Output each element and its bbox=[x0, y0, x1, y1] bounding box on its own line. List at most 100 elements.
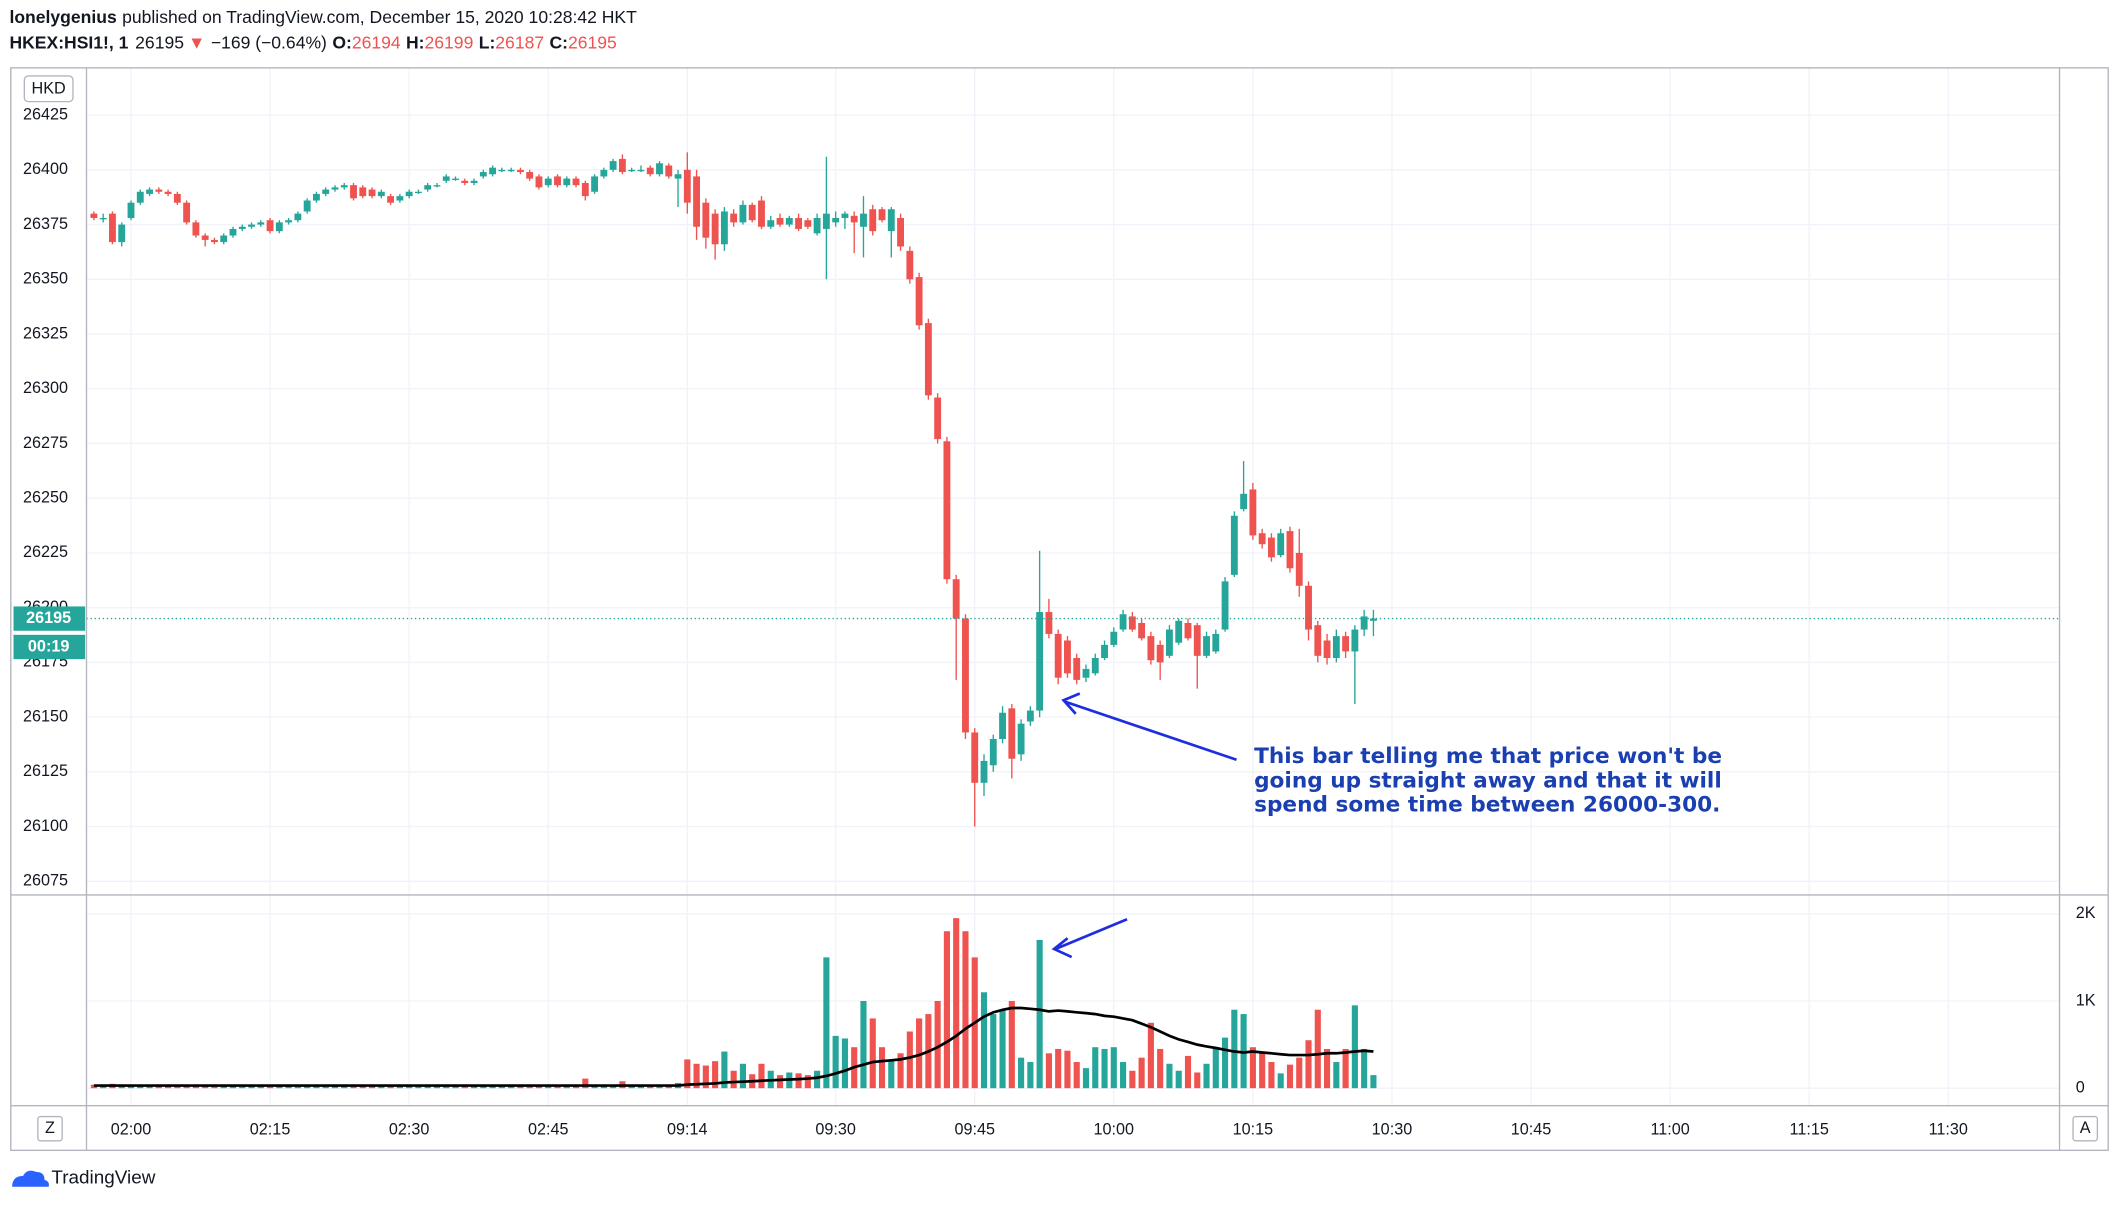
volume-bar bbox=[1129, 1070, 1136, 1089]
candle-body bbox=[303, 200, 311, 212]
candle-body bbox=[600, 169, 608, 177]
marks: 26195 00:19 bbox=[13, 152, 2060, 1089]
candle-body bbox=[628, 169, 636, 172]
x-tick-label: 10:00 bbox=[1094, 1120, 1135, 1138]
candle-body bbox=[285, 220, 293, 223]
candle-body bbox=[507, 169, 515, 172]
price-label-box bbox=[13, 606, 86, 631]
candle-body bbox=[1258, 533, 1266, 545]
countdown: 00:19 bbox=[28, 637, 69, 655]
candle-body bbox=[183, 202, 191, 223]
candle-body bbox=[220, 235, 228, 243]
candle-body bbox=[368, 189, 376, 197]
volume-bar bbox=[563, 1086, 570, 1089]
candle-body bbox=[377, 191, 385, 197]
volume-bar bbox=[795, 1073, 802, 1089]
volume-bar bbox=[897, 1053, 904, 1089]
volume-bar bbox=[304, 1086, 311, 1089]
candle-body bbox=[1295, 552, 1303, 586]
volume-bar bbox=[1324, 1048, 1331, 1089]
volume-bar bbox=[1175, 1070, 1182, 1089]
candle-body bbox=[155, 189, 163, 192]
auto-button[interactable] bbox=[2072, 1115, 2099, 1142]
zoom-button[interactable] bbox=[37, 1115, 63, 1142]
candle-body bbox=[637, 169, 645, 172]
volume-bar bbox=[1249, 1047, 1256, 1089]
volume-bar bbox=[860, 1000, 867, 1089]
volume-bar bbox=[1184, 1055, 1192, 1089]
volume-bar bbox=[554, 1086, 561, 1089]
candle-body bbox=[257, 222, 265, 225]
candle-body bbox=[1230, 515, 1238, 575]
candle-body bbox=[498, 169, 506, 172]
candle-body bbox=[897, 218, 904, 247]
candle-body bbox=[878, 209, 886, 221]
candle-body bbox=[1332, 636, 1340, 659]
volume-bar bbox=[202, 1086, 209, 1089]
volume-bar bbox=[582, 1078, 589, 1089]
candle-body bbox=[433, 185, 441, 187]
candle-body bbox=[266, 220, 274, 232]
low-label: L: bbox=[479, 32, 496, 52]
candle-body bbox=[313, 193, 320, 201]
candle-body bbox=[1286, 531, 1294, 569]
arrow-head bbox=[1061, 692, 1081, 715]
candle-body bbox=[989, 739, 997, 766]
candle-body bbox=[1203, 636, 1210, 656]
candle-body bbox=[331, 187, 339, 190]
candle-body bbox=[118, 224, 126, 243]
volume-bar bbox=[322, 1086, 329, 1089]
volume-bar bbox=[517, 1086, 524, 1089]
volume-bar bbox=[943, 931, 950, 1089]
volume-bar bbox=[758, 1063, 765, 1089]
volume-bar bbox=[1286, 1064, 1294, 1089]
arrow: ▼ bbox=[188, 32, 205, 52]
y-tick-label: 26375 bbox=[23, 215, 68, 233]
y-tick-label: 26425 bbox=[23, 105, 68, 123]
x-tick-label: 02:30 bbox=[389, 1120, 430, 1138]
volume-bar bbox=[712, 1061, 719, 1089]
y-tick-label: 26075 bbox=[23, 872, 68, 890]
volume-bar bbox=[814, 1070, 821, 1089]
volume-bar bbox=[257, 1086, 264, 1089]
candle-body bbox=[1110, 631, 1118, 645]
volume-bar bbox=[1296, 1057, 1303, 1089]
candle-body bbox=[340, 185, 348, 188]
volume-bar bbox=[452, 1086, 459, 1089]
volume-bar bbox=[832, 1035, 839, 1089]
candle-body bbox=[822, 213, 830, 229]
x-tick-label: 11:15 bbox=[1790, 1120, 1829, 1138]
x-tick-label: 11:30 bbox=[1929, 1120, 1968, 1138]
candle-body bbox=[1221, 581, 1229, 630]
candle-body bbox=[516, 169, 524, 173]
candle-body bbox=[693, 176, 701, 227]
x-tick-label: 02:00 bbox=[111, 1120, 152, 1138]
volume-bar bbox=[1194, 1072, 1201, 1089]
currency-box[interactable] bbox=[23, 75, 74, 103]
volume-tick-label: 2K bbox=[2076, 904, 2096, 922]
candle-body bbox=[535, 176, 543, 188]
candle-body bbox=[452, 178, 459, 180]
candle-body bbox=[1212, 633, 1220, 652]
candle-body bbox=[1314, 625, 1322, 656]
candle-body bbox=[192, 222, 200, 236]
y-tick-label: 26150 bbox=[23, 707, 68, 725]
candle-body bbox=[1240, 493, 1248, 510]
candle-body bbox=[832, 218, 840, 223]
volume-bar bbox=[359, 1086, 366, 1089]
candle-body bbox=[656, 163, 663, 175]
candle-body bbox=[322, 189, 330, 194]
volume-bar bbox=[1073, 1062, 1080, 1089]
volume-bar bbox=[508, 1086, 515, 1089]
arrow-shaft bbox=[1064, 700, 1237, 762]
candle-body bbox=[758, 200, 765, 227]
candle-body bbox=[813, 218, 821, 234]
volume-bar bbox=[684, 1059, 691, 1089]
candle-body bbox=[1369, 618, 1377, 621]
candle-body bbox=[971, 732, 979, 783]
volume-bar bbox=[1231, 1009, 1238, 1089]
candle-body bbox=[479, 172, 487, 177]
candle-body bbox=[1156, 644, 1164, 663]
countdown-box bbox=[13, 634, 86, 660]
